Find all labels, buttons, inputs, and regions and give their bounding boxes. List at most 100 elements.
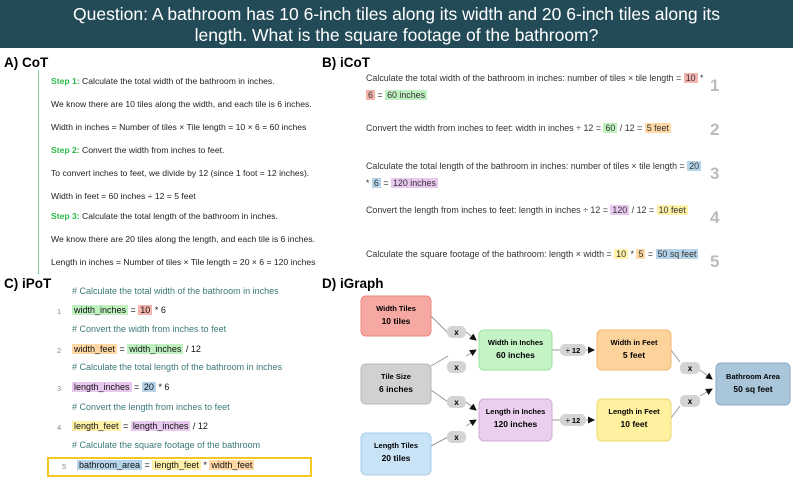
ipot-equals: = [131,382,142,392]
node-width-tiles: Width Tiles 10 tiles [360,295,432,337]
question-banner: Question: A bathroom has 10 6-inch tiles… [0,0,793,48]
edge-line [465,419,477,427]
node-value: 5 feet [623,350,645,360]
cot-step-text: We know there are 10 tiles along the wid… [51,99,312,109]
node-value: 10 feet [621,419,648,429]
ipot-line-number: 3 [57,384,62,393]
icot-text: Calculate the total length of the bathro… [366,161,688,171]
ipot-comment: # Calculate the square footage of the ba… [72,440,261,450]
edge-line [699,388,713,397]
icot-operand: 5 [636,249,646,259]
icot-equals: = [645,249,656,259]
icot-step-number: 4 [710,208,720,227]
section-title-icot: B) iCoT [322,55,370,70]
ipot-variable: bathroom_area [77,460,143,470]
cot-step-label: Step 1: [51,76,80,86]
node-title: Bathroom Area [726,372,781,381]
icot-result: 50 sq feet [655,249,699,259]
icot-result: 5 feet [644,123,671,133]
ipot-expression: * 6 [155,382,170,392]
icot-operator: / 12 = [629,205,657,215]
node-length-inches: Length in Inches 120 inches [478,398,553,442]
icot-operand: 6 [371,178,381,188]
igraph-operators: x x x x ÷ 12 ÷ 12 x x [447,326,700,443]
node-value: 50 sq feet [733,384,772,394]
op-div-label: ÷ 12 [566,416,581,425]
icot-result: 60 inches [385,90,428,100]
ipot-line-number: 1 [57,307,62,316]
edge-line [430,436,449,447]
ipot-variable: length_inches [72,382,132,392]
node-box [360,295,432,337]
icot-result: 10 feet [656,205,688,215]
ipot-code-line-2: width_feet = width_inches / 12 [72,344,201,354]
ipot-operand: width_inches [127,344,184,354]
cot-step-1: Step 1: Calculate the total width of the… [38,70,312,139]
op-div-label: ÷ 12 [566,346,581,355]
ipot-equals: = [142,460,153,470]
cot-step-3: Step 3: Calculate the total length of th… [38,205,315,274]
op-pill [447,361,466,373]
node-title: Width in Inches [488,338,543,347]
icot-operand: 120 [610,205,630,215]
ipot-variable: length_feet [72,421,121,431]
ipot-code-line-3: length_inches = 20 * 6 [72,382,169,392]
icot-operand: 10 [614,249,629,259]
op-mul-label: x [454,398,459,407]
cot-step-text: Length in inches = Number of tiles × Til… [51,257,316,267]
op-mul-label: x [454,328,459,337]
ipot-comment: # Convert the length from inches to feet [72,402,230,412]
ipot-comment: # Calculate the total width of the bathr… [72,286,279,296]
node-value: 20 tiles [382,453,411,463]
op-pill [447,396,466,408]
icot-operand: 60 [603,123,618,133]
cot-step-text: Calculate the total length of the bathro… [82,211,278,221]
icot-equals: = [380,178,391,188]
edge-line [465,401,477,411]
node-width-inches: Width in Inches 60 inches [478,329,553,371]
ipot-equals: = [120,421,131,431]
section-title-ipot: C) iPoT [4,276,52,291]
node-bathroom-area: Bathroom Area 50 sq feet [715,362,791,406]
op-pill [447,326,466,338]
ipot-equals: = [117,344,128,354]
ipot-operand: length_feet [152,460,201,470]
cot-step-text: To convert inches to feet, we divide by … [51,168,310,178]
icot-row-3: Calculate the total length of the bathro… [366,158,706,192]
node-value: 10 tiles [382,316,411,326]
op-mul-label: x [688,397,693,406]
ipot-code-line-5: bathroom_area = length_feet * width_feet [77,460,255,470]
cot-step-text: Calculate the total width of the bathroo… [82,76,275,86]
node-title: Length Tiles [374,441,418,450]
cot-step-2: Step 2: Convert the width from inches to… [38,139,309,208]
icot-text: Calculate the square footage of the bath… [366,249,615,259]
op-mul-label: x [454,363,459,372]
node-value: 60 inches [496,350,535,360]
icot-step-number: 2 [710,120,720,139]
ipot-line-number: 5 [62,462,67,471]
cot-step-text: We know there are 20 tiles along the len… [51,234,316,244]
ipot-expression: / 12 [183,344,201,354]
ipot-final-line-highlight [47,457,312,477]
section-title-cot: A) CoT [4,55,49,70]
op-pill [560,344,586,356]
edge-line [430,355,449,367]
node-box [478,329,553,371]
ipot-operand: width_feet [209,460,255,470]
cot-step-text: Convert the width from inches to feet. [82,145,225,155]
ipot-operand: length_inches [130,421,191,431]
icot-row-2: Convert the width from inches to feet: w… [366,120,706,137]
icot-row-4: Convert the length from inches to feet: … [366,202,706,219]
node-tile-size: Tile Size 6 inches [360,363,432,405]
node-value: 120 inches [494,419,538,429]
node-box [596,398,672,442]
icot-operator: * [697,73,704,83]
op-pill [447,431,466,443]
cot-step-text: Width in feet = 60 inches ÷ 12 = 5 feet [51,191,196,201]
node-box [360,363,432,405]
op-mul-label: x [688,364,693,373]
ipot-code-line-1: width_inches = 10 * 6 [72,305,166,315]
icot-text: Convert the length from inches to feet: … [366,205,611,215]
ipot-variable: width_feet [72,344,118,354]
cot-step-text: Width in inches = Number of tiles × Tile… [51,122,307,132]
